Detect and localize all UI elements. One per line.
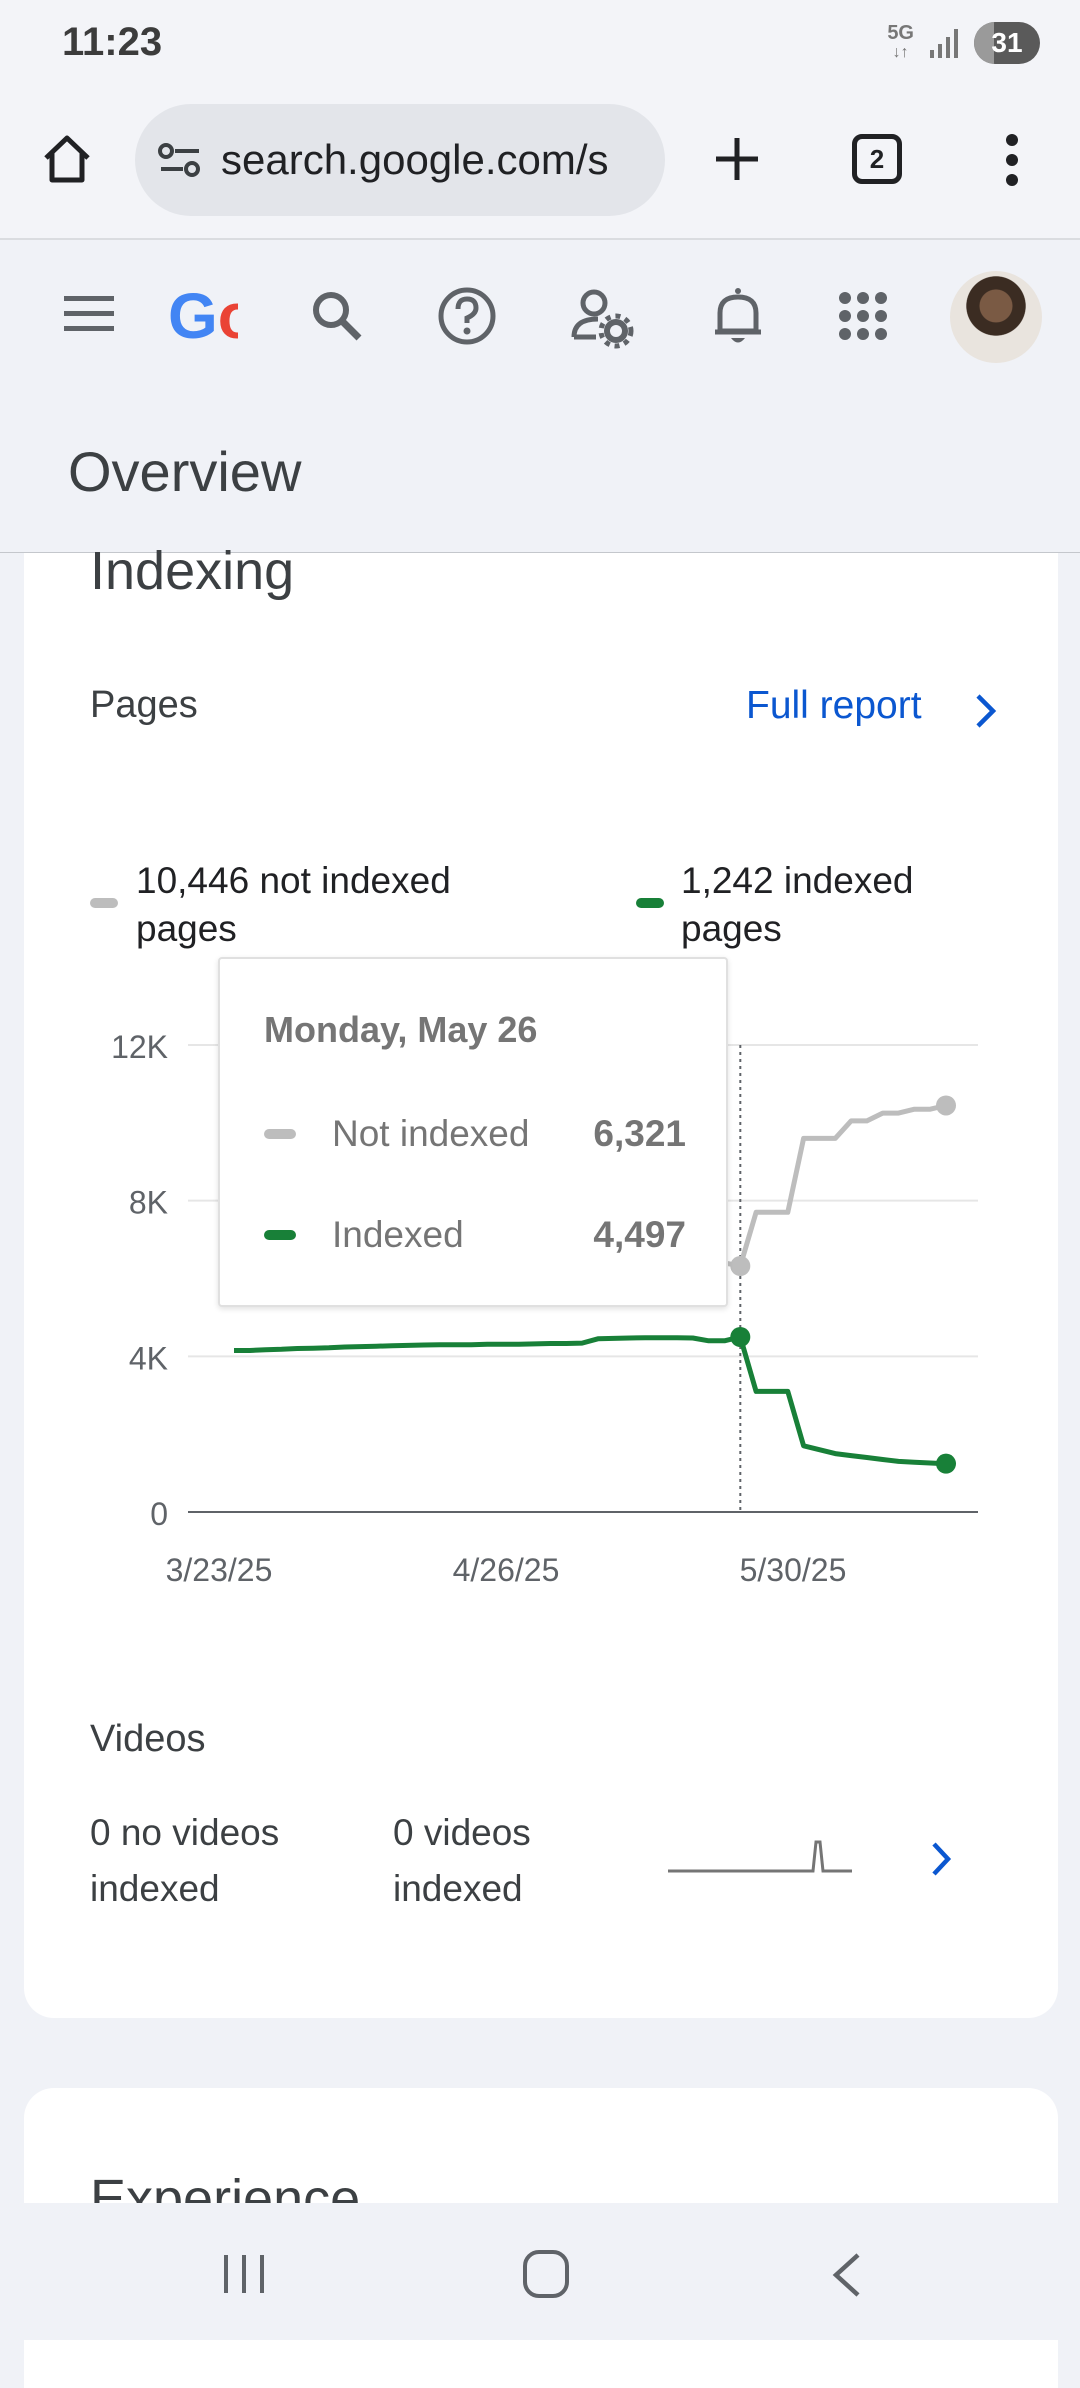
series-line-indexed: [234, 1334, 947, 1467]
y-tick-label: 8K: [129, 1185, 168, 1221]
y-tick-label: 0: [150, 1496, 168, 1532]
status-icons: 5G ↓↑ 31: [887, 18, 1040, 68]
tooltip-label-indexed: Indexed: [332, 1214, 464, 1255]
no-videos-indexed-stat: 0 no videos indexed: [90, 1812, 280, 1909]
videos-chevron-right-icon[interactable]: [930, 1840, 952, 1878]
network-type-icon: 5G ↓↑: [887, 22, 914, 61]
address-bar[interactable]: search.google.com/s: [135, 104, 665, 216]
google-logo: Go: [168, 281, 238, 351]
y-tick-label: 12K: [111, 1029, 168, 1065]
tooltip-date: Monday, May 26: [264, 1009, 538, 1050]
videos-indexed-stat: 0 videos indexed: [393, 1812, 531, 1909]
x-tick-label: 3/23/25: [166, 1552, 273, 1588]
search-console-header: Go Overview: [0, 241, 1080, 553]
legend-indexed[interactable]: 1,242 indexed pages: [681, 860, 914, 949]
indexing-heading: Indexing: [90, 541, 295, 601]
tooltip-value-indexed: 4,497: [593, 1214, 686, 1255]
home-button-icon[interactable]: [522, 2249, 570, 2299]
more-menu-icon[interactable]: [1000, 130, 1024, 190]
legend-swatch-not-indexed: [90, 898, 118, 908]
legend-swatch-indexed: [636, 898, 664, 908]
tooltip-row-indexed: Indexed 4,497: [220, 1210, 730, 1260]
status-time: 11:23: [62, 20, 163, 64]
tooltip-value-not-indexed: 6,321: [593, 1113, 686, 1154]
tooltip-swatch-indexed: [264, 1230, 296, 1240]
x-tick-label: 5/30/25: [740, 1552, 847, 1588]
site-settings-icon[interactable]: [157, 140, 203, 180]
tooltip-label-not-indexed: Not indexed: [332, 1113, 530, 1154]
status-bar: 11:23 5G ↓↑ 31: [0, 0, 1080, 90]
pages-chart[interactable]: 0 4K 8K 12K 3/23/25 4/26/25 5/30/25: [0, 0, 1080, 2340]
tab-switcher-button[interactable]: 2: [852, 134, 902, 184]
new-tab-icon[interactable]: [712, 134, 762, 184]
recent-apps-icon[interactable]: [220, 2253, 268, 2295]
notifications-bell-icon[interactable]: [712, 285, 764, 347]
signal-icon: [930, 29, 958, 58]
chevron-right-icon[interactable]: [974, 692, 998, 730]
battery-indicator: 31: [974, 22, 1040, 64]
hover-point-not-indexed: [730, 1256, 751, 1277]
tooltip-row-not-indexed: Not indexed 6,321: [220, 1109, 730, 1159]
user-settings-icon[interactable]: [570, 285, 636, 351]
videos-label: Videos: [90, 1718, 206, 1760]
avatar[interactable]: [950, 271, 1042, 363]
search-icon[interactable]: [310, 289, 364, 343]
url-text[interactable]: search.google.com/s: [221, 136, 609, 183]
hamburger-menu-icon[interactable]: [62, 293, 116, 333]
tooltip-swatch-not-indexed: [264, 1129, 296, 1139]
end-point-indexed: [936, 1453, 956, 1474]
apps-grid-icon[interactable]: [838, 291, 888, 341]
back-icon[interactable]: [830, 2251, 864, 2299]
chart-tooltip: Monday, May 26 Not indexed 6,321 Indexed…: [218, 957, 728, 1307]
videos-sparkline: [668, 1840, 852, 1873]
home-icon[interactable]: [38, 130, 96, 188]
legend-not-indexed[interactable]: 10,446 not indexed pages: [136, 860, 451, 949]
help-icon[interactable]: [436, 285, 498, 347]
end-point-not-indexed: [936, 1095, 956, 1116]
full-report-link[interactable]: Full report: [746, 684, 922, 727]
pages-label: Pages: [90, 684, 198, 726]
x-tick-label: 4/26/25: [453, 1552, 560, 1588]
page-title: Overview: [68, 440, 302, 503]
system-navigation-bar: [0, 2203, 1080, 2340]
hover-point-indexed: [730, 1326, 751, 1347]
browser-toolbar: search.google.com/s 2: [0, 90, 1080, 240]
y-tick-label: 4K: [129, 1340, 168, 1376]
